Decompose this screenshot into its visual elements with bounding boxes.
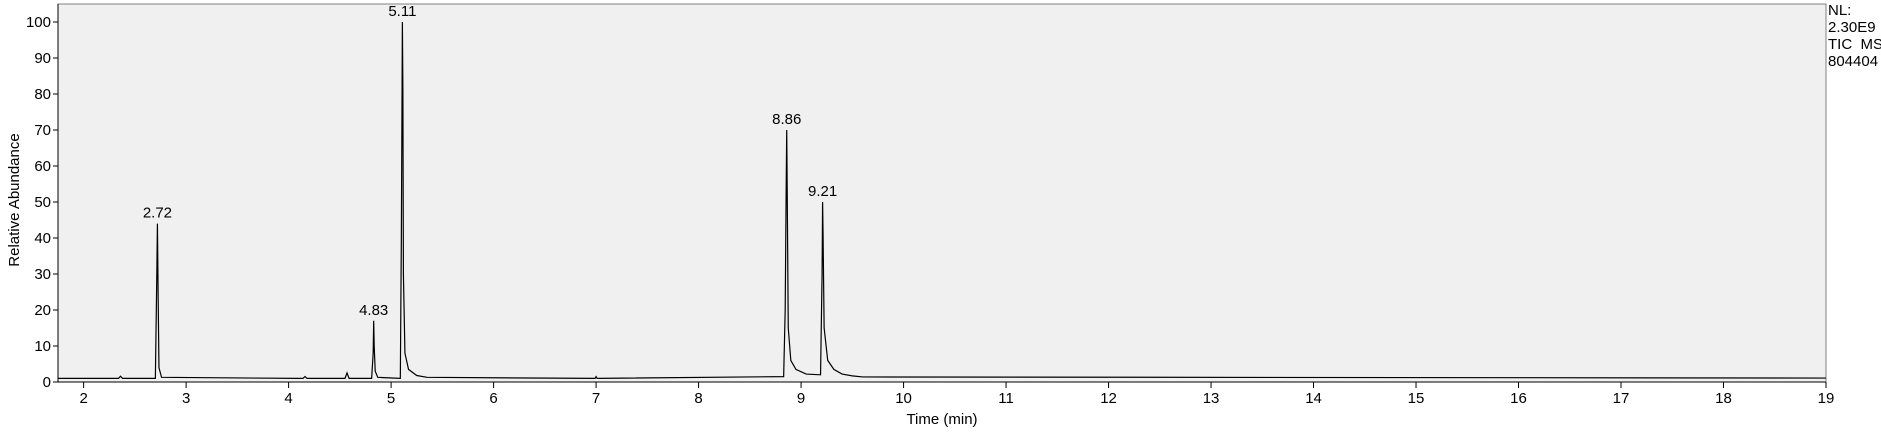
x-tick-label: 17 xyxy=(1613,390,1630,407)
x-tick-label: 16 xyxy=(1510,390,1527,407)
peak-label: 5.11 xyxy=(388,3,416,20)
y-tick-label: 20 xyxy=(34,302,51,319)
annotation: 804404 xyxy=(1828,53,1878,70)
x-tick-label: 4 xyxy=(284,390,292,407)
x-tick-label: 3 xyxy=(182,390,190,407)
x-tick-label: 19 xyxy=(1818,390,1835,407)
x-tick-label: 18 xyxy=(1715,390,1732,407)
y-tick-label: 60 xyxy=(34,158,51,175)
annotation: TIC MS xyxy=(1828,36,1881,53)
y-axis-label: Relative Abundance xyxy=(6,133,23,266)
x-tick-label: 6 xyxy=(489,390,497,407)
x-tick-label: 7 xyxy=(592,390,600,407)
x-tick-label: 13 xyxy=(1203,390,1220,407)
peak-label: 2.72 xyxy=(143,205,172,222)
x-tick-label: 10 xyxy=(895,390,912,407)
x-tick-label: 14 xyxy=(1305,390,1322,407)
y-tick-label: 30 xyxy=(34,266,51,283)
x-tick-label: 2 xyxy=(79,390,87,407)
y-tick-label: 100 xyxy=(26,14,51,31)
y-tick-label: 10 xyxy=(34,338,51,355)
y-tick-label: 0 xyxy=(43,374,51,391)
peak-label: 8.86 xyxy=(772,111,801,128)
x-axis-label: Time (min) xyxy=(906,411,977,428)
x-tick-label: 11 xyxy=(998,390,1014,407)
annotation: NL: xyxy=(1828,2,1851,19)
y-tick-label: 70 xyxy=(34,122,51,139)
x-tick-label: 15 xyxy=(1408,390,1425,407)
y-tick-label: 90 xyxy=(34,50,51,67)
x-tick-label: 12 xyxy=(1100,390,1117,407)
x-tick-label: 9 xyxy=(797,390,805,407)
peak-label: 4.83 xyxy=(359,302,388,319)
y-tick-label: 40 xyxy=(34,230,51,247)
y-tick-label: 50 xyxy=(34,194,51,211)
x-tick-label: 8 xyxy=(694,390,702,407)
x-tick-label: 5 xyxy=(387,390,395,407)
y-tick-label: 80 xyxy=(34,86,51,103)
trace xyxy=(58,21,1827,380)
annotation: 2.30E9 xyxy=(1828,19,1876,36)
plot-area xyxy=(57,3,1827,383)
peak-label: 9.21 xyxy=(808,183,837,200)
